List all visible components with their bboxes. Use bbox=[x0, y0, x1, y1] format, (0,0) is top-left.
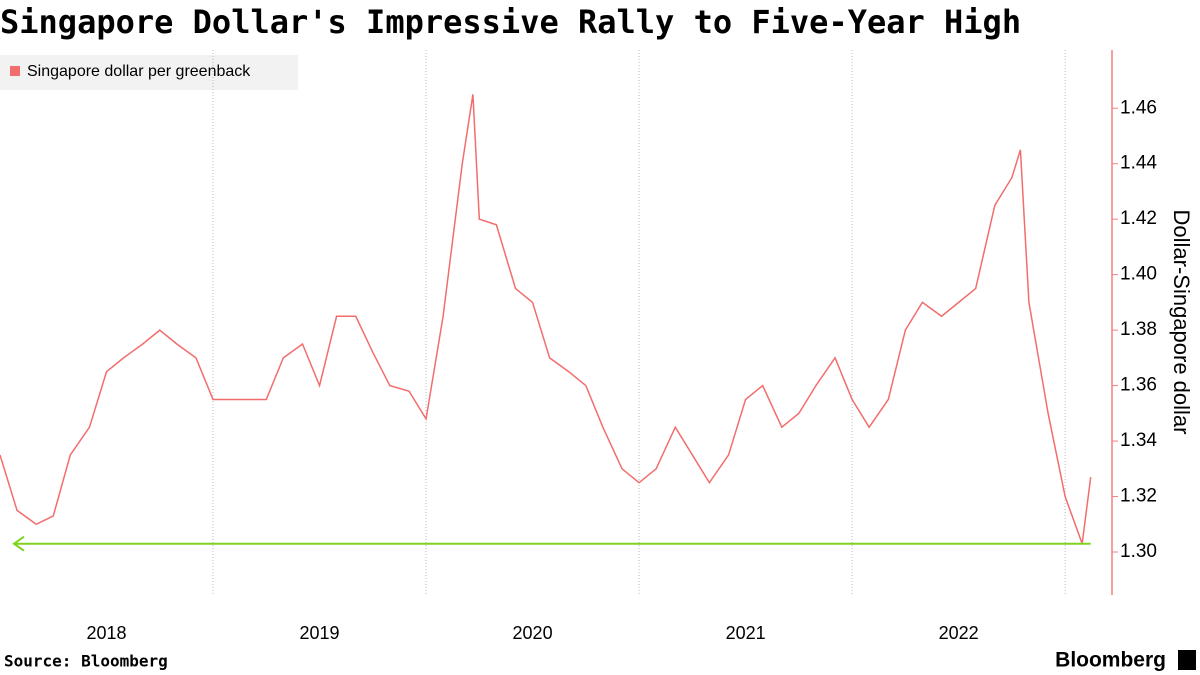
series-line bbox=[0, 94, 1092, 544]
x-tick-label: 2022 bbox=[939, 623, 979, 643]
chart-title: Singapore Dollar's Impressive Rally to F… bbox=[0, 3, 1021, 41]
y-tick-label: 1.34 bbox=[1120, 430, 1157, 451]
y-tick-label: 1.42 bbox=[1120, 208, 1157, 229]
y-tick-label: 1.44 bbox=[1120, 153, 1157, 174]
x-tick-label: 2020 bbox=[513, 623, 553, 643]
legend-box bbox=[0, 55, 298, 90]
x-tick-label: 2018 bbox=[86, 623, 126, 643]
y-tick-label: 1.40 bbox=[1120, 264, 1157, 285]
x-tick-label: 2021 bbox=[726, 623, 766, 643]
brand-icon bbox=[1178, 650, 1196, 670]
y-tick-label: 1.36 bbox=[1120, 375, 1157, 396]
legend-label: Singapore dollar per greenback bbox=[27, 63, 251, 80]
y-tick-label: 1.38 bbox=[1120, 319, 1157, 340]
y-axis-label: Dollar-Singapore dollar bbox=[1169, 209, 1194, 434]
reference-arrow bbox=[12, 535, 25, 552]
y-tick-label: 1.46 bbox=[1120, 97, 1157, 118]
y-tick-label: 1.30 bbox=[1120, 541, 1157, 562]
legend-swatch bbox=[10, 66, 20, 76]
x-tick-label: 2019 bbox=[300, 623, 340, 643]
y-tick-label: 1.32 bbox=[1120, 486, 1157, 507]
source: Source: Bloomberg bbox=[4, 652, 168, 671]
brand: Bloomberg bbox=[1055, 649, 1166, 672]
